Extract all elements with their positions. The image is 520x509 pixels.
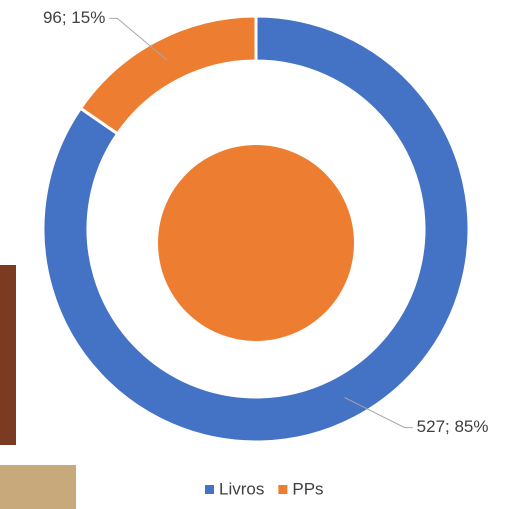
legend-label: PPs (292, 479, 323, 498)
background-photo (0, 265, 16, 445)
background-photo (0, 465, 76, 509)
donut-slice (81, 16, 256, 134)
legend-swatch (278, 485, 287, 494)
legend-label: Livros (219, 479, 264, 498)
legend-swatch (205, 485, 214, 494)
data-label: 527; 85% (417, 417, 489, 436)
data-label: 96; 15% (43, 8, 105, 27)
page: {"chart_data": {"type": "donut", "catego… (0, 0, 520, 509)
chart: 527; 85% 96; 15% Livros PPs (0, 0, 520, 509)
center-shape (158, 145, 354, 341)
